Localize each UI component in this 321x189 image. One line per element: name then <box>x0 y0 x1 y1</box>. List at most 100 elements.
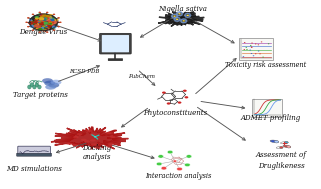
Circle shape <box>41 14 45 17</box>
Circle shape <box>46 26 49 28</box>
Ellipse shape <box>185 13 188 15</box>
Circle shape <box>42 21 45 23</box>
Circle shape <box>29 19 32 21</box>
Circle shape <box>40 20 45 23</box>
Ellipse shape <box>184 14 187 16</box>
Circle shape <box>49 19 54 22</box>
Text: Druglikeness: Druglikeness <box>258 162 305 170</box>
FancyBboxPatch shape <box>239 39 273 60</box>
Circle shape <box>258 50 259 51</box>
Circle shape <box>185 163 190 167</box>
Ellipse shape <box>179 11 183 13</box>
Circle shape <box>27 17 30 19</box>
Circle shape <box>41 21 45 24</box>
Circle shape <box>44 20 48 23</box>
Text: analysis: analysis <box>82 153 111 161</box>
Circle shape <box>43 29 45 30</box>
Circle shape <box>34 20 38 23</box>
Circle shape <box>173 160 177 162</box>
Ellipse shape <box>171 17 175 19</box>
Ellipse shape <box>177 15 180 16</box>
Circle shape <box>47 21 49 22</box>
Circle shape <box>57 26 60 27</box>
Circle shape <box>41 21 46 24</box>
Circle shape <box>41 21 44 23</box>
Ellipse shape <box>90 134 95 136</box>
Ellipse shape <box>281 142 288 144</box>
Circle shape <box>40 20 43 21</box>
Circle shape <box>39 22 45 26</box>
Circle shape <box>41 21 46 24</box>
Circle shape <box>40 20 44 23</box>
Circle shape <box>244 42 246 43</box>
Circle shape <box>28 22 33 25</box>
Circle shape <box>44 26 48 28</box>
Circle shape <box>44 24 48 27</box>
Ellipse shape <box>38 85 41 89</box>
FancyBboxPatch shape <box>102 35 129 52</box>
Circle shape <box>42 22 45 23</box>
Ellipse shape <box>173 18 176 20</box>
Circle shape <box>30 20 33 22</box>
Bar <box>20 155 25 156</box>
Ellipse shape <box>181 13 183 15</box>
Circle shape <box>42 22 44 23</box>
Circle shape <box>42 19 45 21</box>
Circle shape <box>41 22 43 23</box>
Circle shape <box>48 21 51 22</box>
Circle shape <box>46 23 48 24</box>
Text: Assessment of: Assessment of <box>256 151 307 160</box>
Circle shape <box>51 22 54 23</box>
Circle shape <box>42 23 46 25</box>
Circle shape <box>42 29 47 32</box>
Circle shape <box>42 22 44 23</box>
Circle shape <box>41 21 45 24</box>
Circle shape <box>32 29 34 31</box>
Text: Phytoconstituents: Phytoconstituents <box>143 109 207 117</box>
Ellipse shape <box>287 146 291 148</box>
Circle shape <box>185 96 188 98</box>
Ellipse shape <box>171 14 175 15</box>
Circle shape <box>39 20 44 23</box>
Circle shape <box>41 22 46 25</box>
Circle shape <box>53 19 57 22</box>
Circle shape <box>255 53 256 54</box>
Circle shape <box>44 21 49 23</box>
Circle shape <box>53 21 56 22</box>
Circle shape <box>39 18 42 19</box>
Circle shape <box>167 102 170 105</box>
Circle shape <box>45 25 50 28</box>
Circle shape <box>41 21 46 24</box>
Ellipse shape <box>110 136 116 138</box>
Circle shape <box>38 19 42 21</box>
Text: Nigella sativa: Nigella sativa <box>158 5 207 13</box>
Ellipse shape <box>185 16 188 18</box>
Circle shape <box>50 19 55 21</box>
Circle shape <box>38 28 42 31</box>
Ellipse shape <box>106 132 112 134</box>
Circle shape <box>43 20 46 22</box>
Circle shape <box>46 16 50 19</box>
Ellipse shape <box>94 146 100 149</box>
Circle shape <box>31 25 35 28</box>
Text: RCSD PDB: RCSD PDB <box>69 70 99 74</box>
Ellipse shape <box>276 147 283 149</box>
Circle shape <box>47 26 49 27</box>
Circle shape <box>41 23 44 25</box>
Circle shape <box>31 21 37 24</box>
Circle shape <box>30 25 35 28</box>
FancyBboxPatch shape <box>108 58 123 61</box>
Ellipse shape <box>108 143 114 145</box>
Ellipse shape <box>178 18 181 20</box>
Circle shape <box>261 41 262 42</box>
Circle shape <box>32 14 34 15</box>
Circle shape <box>46 31 48 33</box>
Ellipse shape <box>45 84 56 90</box>
Text: Toxicity risk assessment: Toxicity risk assessment <box>225 61 306 69</box>
Text: Target proteins: Target proteins <box>13 91 68 99</box>
Ellipse shape <box>183 18 187 20</box>
Circle shape <box>49 19 55 23</box>
Ellipse shape <box>177 20 180 22</box>
Circle shape <box>42 21 45 23</box>
Circle shape <box>42 21 44 22</box>
